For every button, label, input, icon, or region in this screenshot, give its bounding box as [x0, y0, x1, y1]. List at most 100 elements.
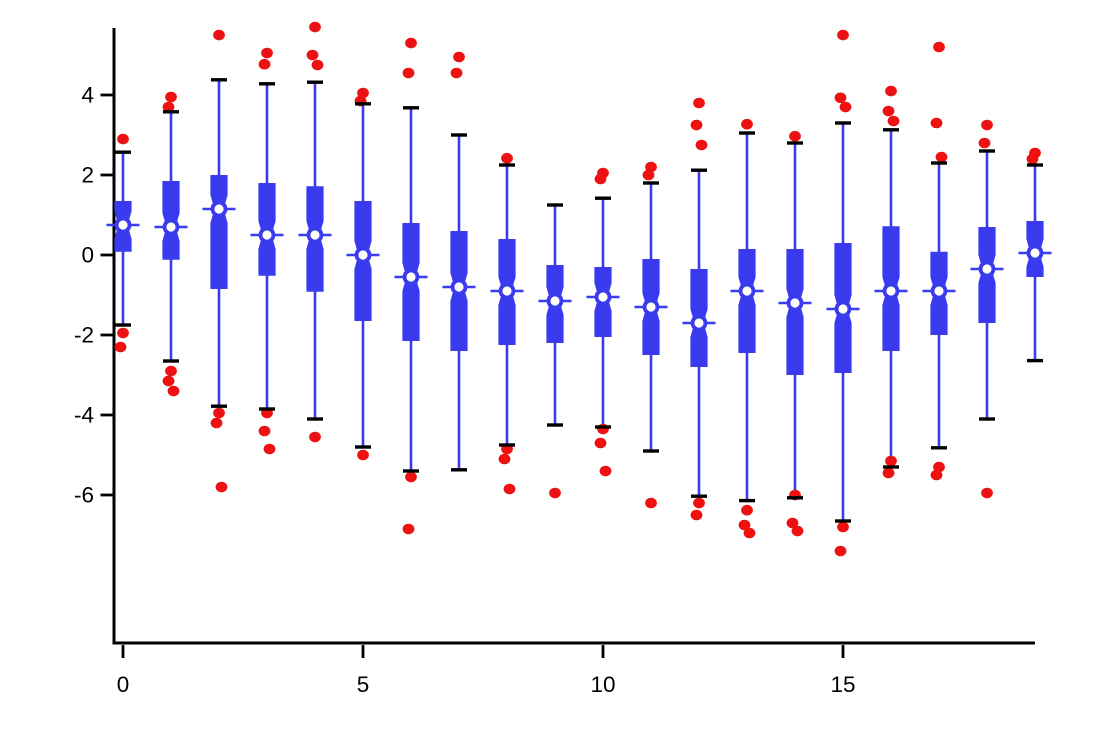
outlier-point: [501, 152, 513, 164]
x-tick-label-10: 10: [590, 672, 615, 697]
outlier-point: [882, 467, 895, 479]
outlier-point: [789, 130, 801, 142]
median-marker-2: [210, 200, 228, 218]
outlier-point: [594, 173, 607, 185]
median-marker-5: [354, 246, 372, 264]
median-marker-19: [1026, 244, 1044, 262]
outlier-point: [311, 59, 324, 71]
outlier-point: [645, 497, 657, 509]
outlier-point: [453, 51, 465, 63]
median-marker-9: [546, 292, 564, 310]
median-marker-12: [690, 314, 708, 332]
box-13: [738, 249, 756, 353]
outlier-point: [261, 47, 273, 59]
outlier-point: [743, 527, 756, 539]
outlier-point: [114, 341, 127, 353]
median-marker-6: [402, 268, 420, 286]
x-tick-label-15: 15: [830, 672, 855, 697]
outlier-point: [933, 461, 945, 473]
median-marker-3: [258, 226, 276, 244]
outlier-point: [741, 118, 753, 130]
outlier-point: [306, 49, 319, 61]
outlier-point: [837, 521, 849, 533]
y-tick-label-2: 2: [81, 163, 94, 188]
outlier-point: [791, 525, 804, 537]
outlier-point: [693, 497, 705, 509]
box-2: [210, 175, 228, 289]
outlier-point: [690, 119, 703, 131]
median-marker-11: [642, 298, 660, 316]
outlier-point: [402, 67, 415, 79]
outlier-point: [981, 487, 993, 499]
outlier-point: [885, 85, 897, 97]
outlier-point: [165, 365, 177, 377]
outlier-point: [162, 375, 175, 387]
outlier-point: [837, 29, 849, 41]
outlier-point: [839, 101, 852, 113]
outlier-point: [978, 137, 991, 149]
y-tick-label--4: -4: [74, 403, 94, 428]
y-tick-label--2: -2: [74, 323, 94, 348]
outlier-point: [309, 431, 321, 443]
outlier-point: [405, 471, 417, 483]
outlier-point: [642, 169, 655, 181]
outlier-point: [882, 105, 895, 117]
outlier-point: [215, 481, 228, 493]
median-marker-7: [450, 278, 468, 296]
outlier-point: [690, 509, 703, 521]
outlier-point: [405, 37, 417, 49]
outlier-point: [930, 469, 943, 481]
y-tick-label--6: -6: [74, 483, 94, 508]
outlier-point: [741, 504, 753, 516]
outlier-point: [258, 425, 271, 437]
outlier-point: [498, 453, 511, 465]
outlier-point: [597, 423, 609, 435]
outlier-point: [263, 443, 276, 455]
outlier-point: [1026, 153, 1039, 165]
x-tick-label-5: 5: [357, 672, 370, 697]
outlier-point: [165, 91, 177, 103]
outlier-point: [786, 517, 799, 529]
outlier-point: [693, 97, 705, 109]
median-marker-18: [978, 260, 996, 278]
outlier-point: [210, 417, 223, 429]
outlier-point: [834, 545, 847, 557]
median-marker-4: [306, 226, 324, 244]
outlier-point: [834, 92, 847, 104]
outlier-point: [213, 29, 225, 41]
outlier-point: [599, 465, 612, 477]
box-14: [786, 249, 804, 375]
median-marker-13: [738, 282, 756, 300]
median-marker-15: [834, 300, 852, 318]
median-marker-0: [114, 216, 132, 234]
median-marker-16: [882, 282, 900, 300]
median-marker-8: [498, 282, 516, 300]
outlier-point: [117, 133, 129, 145]
outlier-point: [450, 67, 463, 79]
outlier-point: [402, 523, 415, 535]
outlier-point: [933, 41, 945, 53]
y-tick-label-4: 4: [81, 83, 94, 108]
median-marker-1: [162, 218, 180, 236]
outlier-point: [213, 407, 225, 419]
outlier-point: [885, 455, 897, 467]
x-tick-label-0: 0: [117, 672, 130, 697]
outlier-point: [930, 117, 943, 129]
outlier-point: [887, 115, 900, 127]
outlier-point: [503, 483, 516, 495]
outlier-point: [935, 151, 948, 163]
median-marker-14: [786, 294, 804, 312]
outlier-point: [357, 87, 369, 99]
outlier-point: [594, 437, 607, 449]
y-tick-label-0: 0: [81, 243, 94, 268]
outlier-point: [167, 385, 180, 397]
median-marker-17: [930, 282, 948, 300]
outlier-point: [981, 119, 993, 131]
outlier-point: [549, 487, 561, 499]
outlier-point: [309, 21, 321, 33]
outlier-point: [258, 58, 271, 70]
outlier-point: [738, 519, 751, 531]
outlier-point: [117, 327, 129, 339]
outlier-point: [645, 161, 657, 173]
